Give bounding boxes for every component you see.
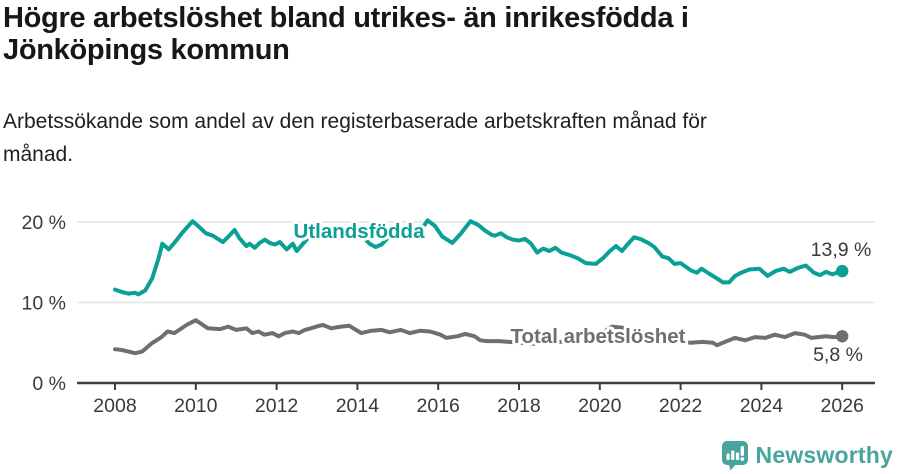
x-tick-label: 2012 — [255, 395, 298, 417]
page-title: Högre arbetslöshet bland utrikes- än inr… — [3, 2, 883, 67]
x-tick-label: 2010 — [174, 395, 218, 417]
x-tick-label: 2026 — [821, 395, 864, 417]
x-tick-label: 2016 — [417, 395, 460, 417]
y-tick-label: 0 % — [32, 373, 66, 395]
series-end-dot-0 — [836, 264, 849, 278]
x-tick-label: 2018 — [497, 395, 540, 417]
page-title-line2: Jönköpings kommun — [3, 34, 290, 67]
gridlines-layer — [77, 221, 875, 304]
page-subtitle-line1: Arbetssökande som andel av den registerb… — [3, 110, 707, 133]
series-end-dot-1 — [836, 330, 849, 343]
x-tick-label: 2014 — [336, 395, 380, 417]
page-subtitle: Arbetssökande som andel av den registerb… — [3, 106, 883, 172]
newsworthy-wordmark: Newsworthy — [755, 441, 893, 468]
x-tick-label: 2020 — [578, 395, 622, 417]
x-tick-label: 2022 — [659, 395, 702, 417]
page-subtitle-line2: månad. — [3, 142, 74, 166]
speech-bubble-bar-chart-icon — [721, 440, 748, 470]
axis-layer: 2008 2010 2012 2014 2016 2018 2020 2022 2024 2026… — [22, 212, 875, 417]
x-tick-label: 2008 — [93, 395, 136, 417]
newsworthy-logo: Newsworthy — [721, 439, 893, 471]
y-tick-label: 20 % — [22, 212, 66, 234]
end-value-label-utlandsfodda: 13,9 % — [811, 239, 872, 261]
x-tick-label: 2024 — [740, 395, 784, 417]
y-tick-label: 10 % — [22, 293, 66, 315]
series-line-1 — [113, 318, 845, 356]
series-layer — [113, 218, 849, 356]
page-title-line1: Högre arbetslöshet bland utrikes- än inr… — [3, 2, 689, 34]
end-value-label-total: 5,8 % — [813, 344, 863, 366]
series-label-utlandsfodda: Utlandsfödda — [294, 220, 426, 243]
series-line-0 — [113, 218, 845, 297]
series-label-total-arbetsloshet: Total arbetslöshet — [510, 325, 685, 348]
